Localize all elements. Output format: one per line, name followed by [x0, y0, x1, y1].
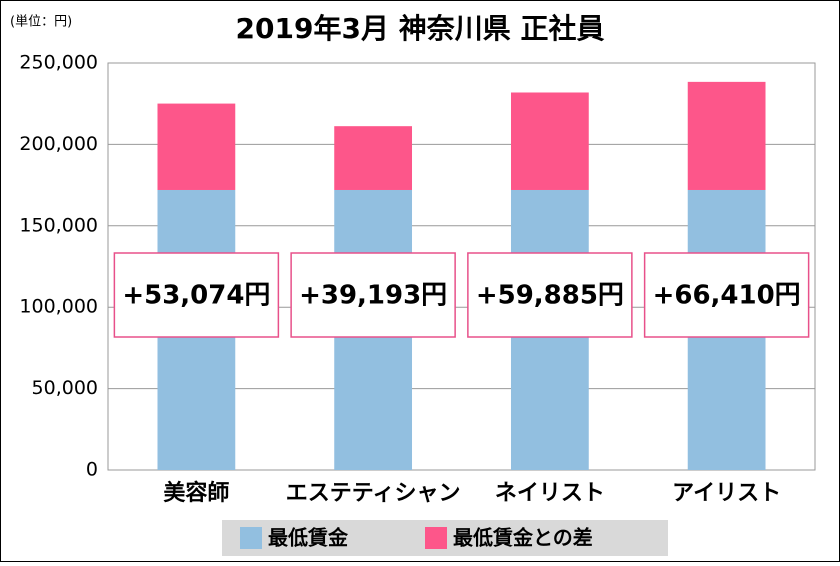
y-tick-label: 50,000	[32, 377, 98, 399]
y-tick-label: 200,000	[19, 133, 98, 155]
value-label: +59,885円	[476, 281, 624, 311]
x-tick-label: 美容師	[163, 480, 229, 506]
y-tick-label: 150,000	[19, 214, 98, 236]
value-label: +66,410円	[653, 281, 801, 311]
y-tick-label: 0	[86, 459, 98, 481]
legend-label: 最低賃金	[268, 526, 349, 550]
bar-segment	[157, 103, 236, 190]
x-tick-label: アイリスト	[672, 481, 781, 506]
bar-segment	[687, 81, 766, 190]
chart-title: 2019年3月 神奈川県 正社員	[236, 12, 605, 45]
y-tick-label: 250,000	[19, 52, 98, 74]
x-tick-label: ネイリスト	[495, 481, 605, 506]
legend-swatch	[425, 527, 447, 549]
bar-segment	[334, 126, 413, 190]
value-label-box	[643, 252, 810, 338]
value-label-box	[290, 252, 456, 338]
x-tick-label: エステティシャン	[286, 481, 461, 506]
bar-segment	[510, 92, 589, 190]
value-label: +39,193円	[299, 281, 447, 311]
y-tick-label: 100,000	[19, 296, 98, 318]
value-label-box	[467, 252, 633, 338]
legend-label: 最低賃金との差	[453, 526, 593, 550]
unit-label: (単位：円)	[10, 14, 72, 30]
value-label-box	[113, 252, 280, 338]
legend-swatch	[240, 527, 262, 549]
value-label: +53,074円	[122, 281, 270, 311]
